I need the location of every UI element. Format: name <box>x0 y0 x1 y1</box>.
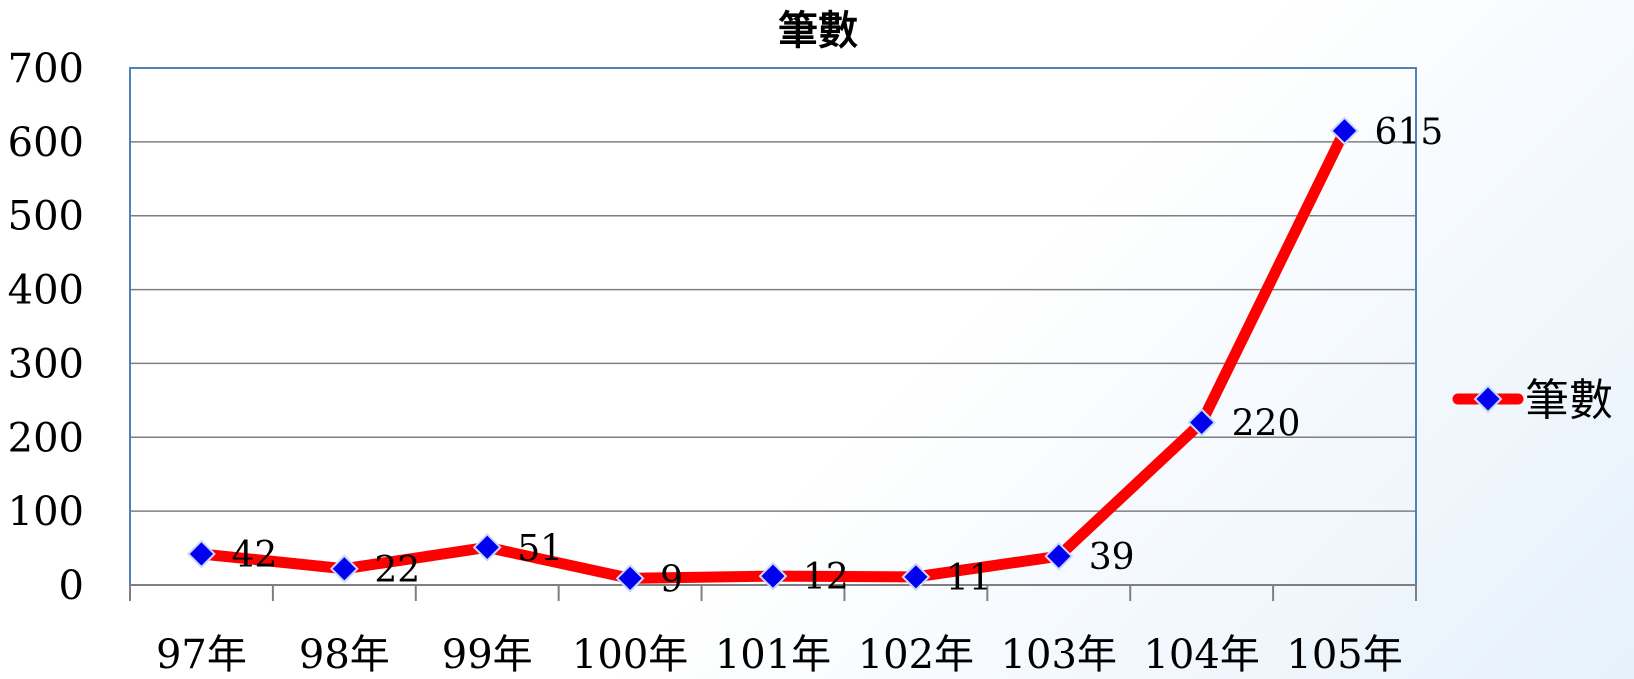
data-label: 39 <box>1089 537 1135 578</box>
data-point-marker <box>1187 408 1217 437</box>
y-tick-label: 700 <box>8 46 84 92</box>
data-point-marker <box>1044 541 1074 571</box>
data-point-marker <box>1330 116 1359 146</box>
x-tick-label: 98年 <box>299 632 390 678</box>
data-point-marker <box>615 563 645 593</box>
legend: 筆數 <box>1452 375 1613 426</box>
x-tick-label: 103年 <box>1001 632 1117 678</box>
data-label: 51 <box>517 528 563 569</box>
data-label: 220 <box>1232 404 1301 445</box>
legend-marker-icon <box>1473 384 1503 414</box>
data-point-marker <box>901 562 931 592</box>
data-label: 9 <box>660 559 683 600</box>
data-label: 12 <box>803 557 849 598</box>
data-label: 11 <box>946 558 992 599</box>
data-point-marker <box>472 532 502 562</box>
x-tick-label: 99年 <box>442 632 533 678</box>
x-tick-label: 102年 <box>858 632 974 678</box>
x-tick-label: 101年 <box>715 632 831 678</box>
x-tick-label: 97年 <box>156 632 247 678</box>
y-tick-label: 0 <box>59 563 84 609</box>
y-tick-label: 200 <box>8 415 84 461</box>
chart-title: 筆數 <box>778 7 858 54</box>
plot-area: 0 100 200 300 400 500 600 700 97年 98年 99年 100年 101年 1… <box>8 46 1444 678</box>
data-label: 615 <box>1375 112 1444 153</box>
y-tick-label: 400 <box>8 268 84 314</box>
y-tick-label: 500 <box>8 194 84 240</box>
data-point-marker <box>187 539 216 569</box>
data-label: 22 <box>374 550 420 591</box>
x-tick-label: 104年 <box>1143 632 1259 678</box>
y-tick-label: 100 <box>8 489 84 535</box>
x-tick-label: 100年 <box>572 632 688 678</box>
plot-border <box>129 67 1417 586</box>
data-point-marker <box>758 561 788 591</box>
x-tick-label: 105年 <box>1286 632 1402 678</box>
y-tick-label: 600 <box>8 120 84 166</box>
legend-label: 筆數 <box>1525 375 1613 426</box>
data-point-marker <box>329 554 359 584</box>
data-label: 42 <box>231 535 277 576</box>
y-tick-label: 300 <box>8 341 84 387</box>
